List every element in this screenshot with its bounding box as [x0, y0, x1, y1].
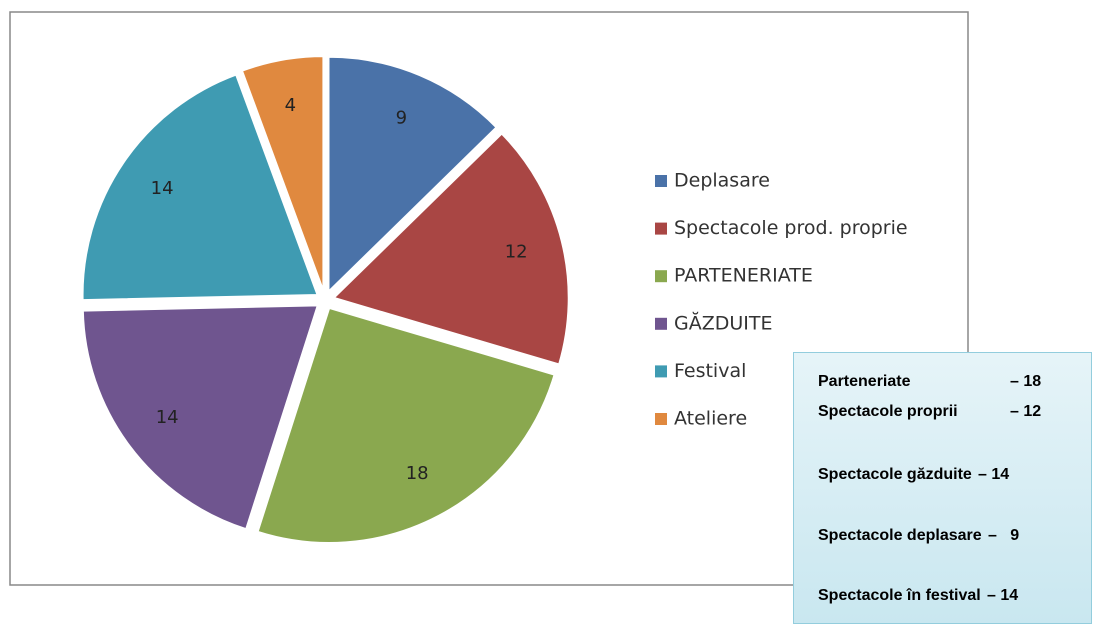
note-value: – 14	[987, 587, 1019, 604]
note-name: Parteneriate	[818, 373, 911, 390]
note-box: Parteneriate – 18 Spectacole proprii – 12 Sp…	[793, 352, 1092, 624]
note-name: Spectacole proprii	[818, 403, 958, 420]
data-label: 12	[505, 242, 528, 263]
data-label: 14	[151, 178, 174, 199]
legend-label: Ateliere	[674, 408, 747, 430]
legend-swatch	[655, 317, 667, 330]
pie-slice	[240, 55, 325, 292]
pie-slice	[256, 306, 556, 544]
legend-label: PARTENERIATE	[674, 265, 813, 287]
legend-swatch	[655, 413, 667, 425]
data-label: 18	[406, 463, 429, 484]
legend-swatch	[655, 222, 667, 235]
legend-label: GĂZDUITE	[674, 310, 773, 334]
note-name: Spectacole în festival	[818, 587, 981, 604]
data-label: 14	[156, 407, 179, 428]
note-name: Spectacole găzduite	[818, 466, 972, 483]
note-value: – 12	[1010, 403, 1042, 420]
data-label: 4	[285, 95, 296, 116]
note-name: Spectacole deplasare	[818, 527, 982, 544]
pie-slice	[81, 304, 320, 531]
pie-slice	[81, 73, 319, 302]
legend-swatch	[655, 175, 667, 187]
pie-slice	[331, 132, 570, 366]
note-value: – 18	[1010, 373, 1042, 390]
legend-label: Spectacole prod. proprie	[674, 217, 908, 239]
data-label: 9	[396, 107, 407, 128]
legend-label: Deplasare	[674, 170, 770, 192]
legend-swatch	[655, 270, 667, 283]
note-value: – 9	[988, 527, 1020, 544]
note-value: – 14	[978, 466, 1010, 483]
legend-swatch	[655, 365, 667, 378]
pie-slice	[327, 55, 498, 295]
legend-label: Festival	[674, 360, 746, 382]
